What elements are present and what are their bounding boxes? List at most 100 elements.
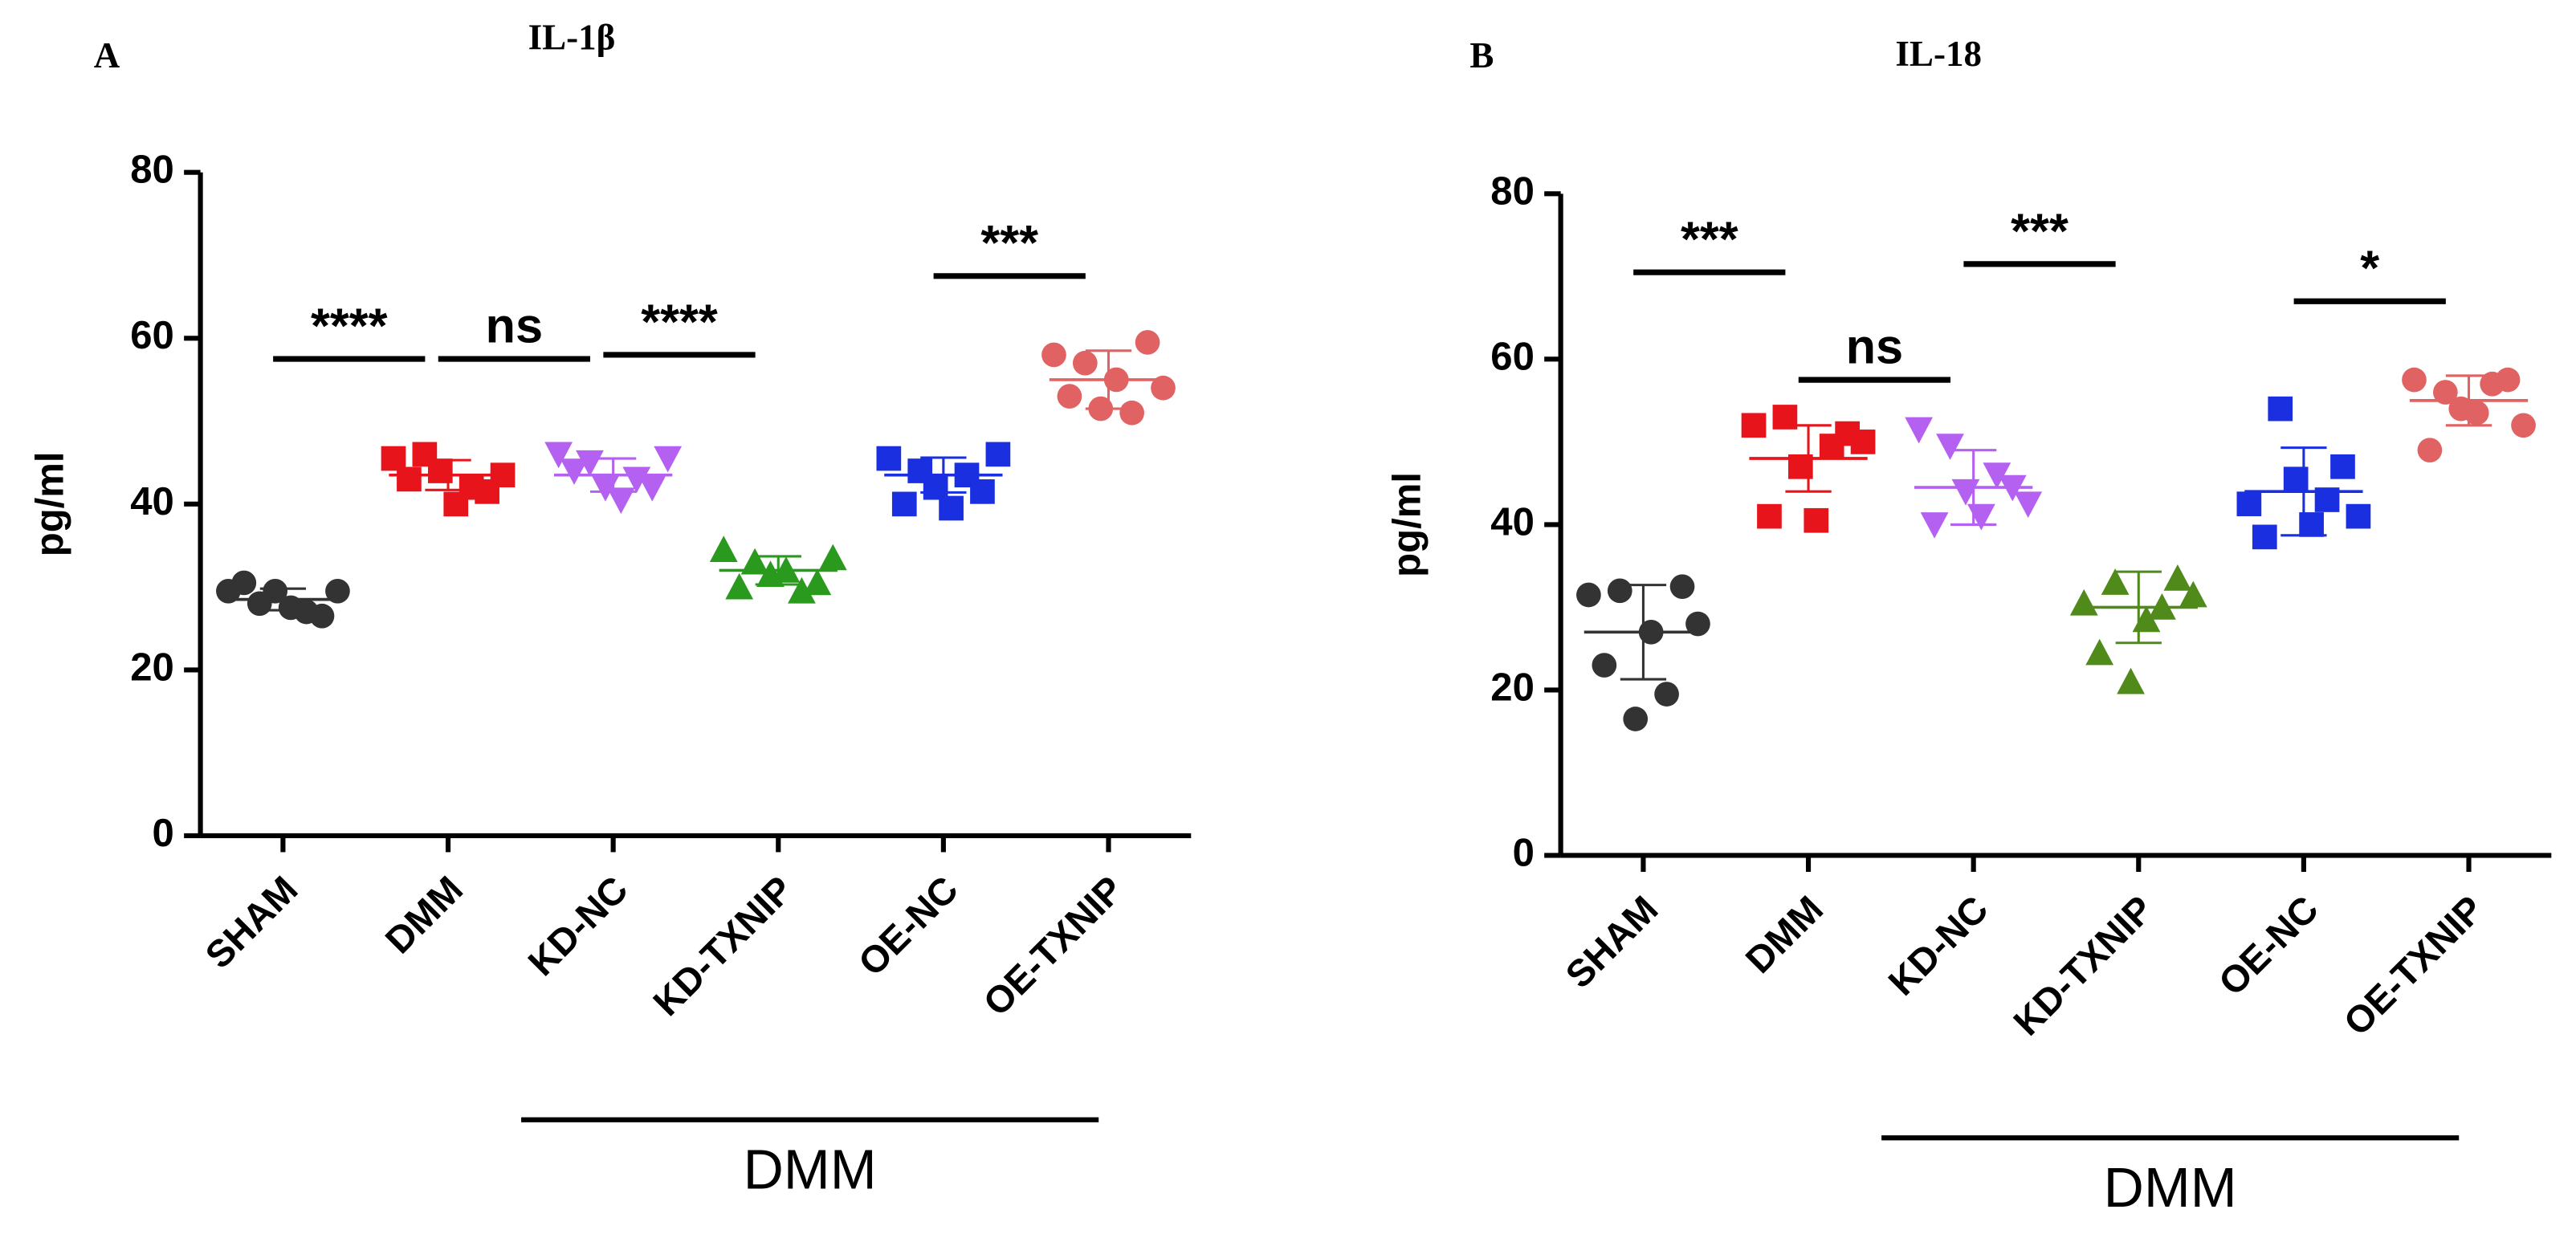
data-point — [2417, 438, 2443, 463]
data-point — [1623, 707, 1649, 731]
data-point — [2117, 667, 2145, 694]
data-point — [1592, 653, 1617, 678]
data-point — [2433, 380, 2458, 405]
data-point — [2179, 580, 2207, 608]
data-point — [2330, 454, 2355, 479]
significance-label: ns — [486, 299, 544, 354]
y-tick-label: 40 — [130, 480, 174, 523]
data-point — [2464, 400, 2489, 426]
y-tick-label: 40 — [1490, 500, 1535, 544]
data-point — [2511, 413, 2536, 438]
x-tick-label: OE-TXNIP — [2335, 887, 2492, 1044]
data-point — [2236, 491, 2262, 516]
data-point — [2085, 638, 2114, 666]
data-point — [740, 548, 769, 575]
y-axis-label: pg/ml — [28, 451, 71, 556]
chart-title: IL-1β — [528, 17, 616, 57]
data-point — [1151, 375, 1176, 401]
data-point — [891, 491, 917, 517]
data-point — [1757, 503, 1782, 529]
data-point — [725, 572, 754, 600]
x-tick-label: OE-TXNIP — [975, 868, 1131, 1024]
data-point — [309, 603, 335, 629]
significance-label: **** — [641, 294, 718, 349]
data-point — [2163, 564, 2192, 591]
data-point — [1983, 462, 2011, 489]
significance-label: *** — [2011, 203, 2069, 259]
data-point — [560, 458, 589, 485]
data-point — [1936, 434, 1964, 460]
data-point — [709, 536, 738, 562]
data-point — [1905, 417, 1934, 444]
data-point — [576, 450, 604, 477]
data-point — [788, 576, 816, 604]
data-point — [2014, 491, 2043, 519]
y-tick-label: 80 — [130, 149, 174, 192]
y-tick-label: 0 — [1513, 831, 1535, 874]
data-point — [2402, 367, 2427, 393]
x-tick-label: KD-NC — [1880, 887, 1996, 1004]
x-tick-label: KD-NC — [520, 868, 636, 984]
data-point — [1685, 611, 1710, 637]
y-tick-label: 80 — [1490, 169, 1535, 213]
significance-label: **** — [311, 299, 388, 354]
data-point — [1135, 330, 1160, 355]
data-point — [1057, 384, 1082, 409]
data-point — [1654, 682, 1679, 707]
data-point — [970, 479, 995, 504]
data-point — [381, 446, 406, 471]
data-point — [263, 578, 288, 604]
data-point — [606, 487, 635, 515]
data-point — [1041, 342, 1066, 368]
x-tick-label: DMM — [1737, 887, 1831, 981]
data-point — [231, 570, 257, 596]
data-point — [544, 442, 573, 469]
data-point — [2252, 524, 2277, 550]
y-tick-label: 20 — [130, 645, 174, 689]
data-point — [1951, 479, 1980, 506]
x-tick-label: SHAM — [197, 868, 305, 976]
x-tick-label: OE-NC — [2210, 887, 2326, 1004]
data-point — [1741, 413, 1767, 438]
significance-label: * — [2360, 241, 2379, 296]
x-tick-label: SHAM — [1557, 887, 1665, 996]
x-tick-label: DMM — [377, 868, 471, 962]
y-axis-label: pg/ml — [1385, 472, 1429, 577]
data-point — [2101, 568, 2130, 595]
data-point — [876, 446, 902, 471]
data-point — [2069, 588, 2098, 616]
significance-label: *** — [1681, 212, 1738, 267]
x-tick-label: KD-TXNIP — [2005, 887, 2162, 1043]
data-point — [939, 495, 964, 521]
data-point — [1119, 400, 1144, 426]
data-point — [638, 474, 666, 502]
data-point — [2495, 367, 2521, 393]
data-point — [1576, 582, 1601, 608]
data-point — [1850, 430, 1876, 454]
significance-label: *** — [980, 215, 1038, 271]
significance-label: ns — [1846, 320, 1904, 375]
data-point — [985, 442, 1011, 467]
x-tick-label: OE-NC — [850, 868, 966, 984]
data-point — [397, 466, 422, 492]
y-tick-label: 0 — [153, 812, 174, 855]
panel-letter: A — [94, 35, 120, 75]
data-point — [325, 578, 350, 604]
data-point — [1669, 574, 1695, 600]
y-tick-label: 60 — [1490, 335, 1535, 378]
y-tick-label: 20 — [1490, 666, 1535, 709]
y-tick-label: 60 — [130, 314, 174, 357]
data-point — [622, 466, 651, 494]
group-label: DMM — [744, 1138, 877, 1201]
data-point — [1967, 503, 1995, 531]
data-point — [803, 568, 832, 596]
panel-letter: B — [1469, 35, 1494, 75]
data-point — [1804, 507, 1829, 533]
data-point — [654, 446, 683, 473]
data-point — [2346, 503, 2371, 529]
data-point — [1920, 512, 1949, 539]
data-point — [818, 544, 847, 571]
data-point — [2268, 396, 2293, 421]
x-tick-label: KD-TXNIP — [645, 868, 801, 1024]
